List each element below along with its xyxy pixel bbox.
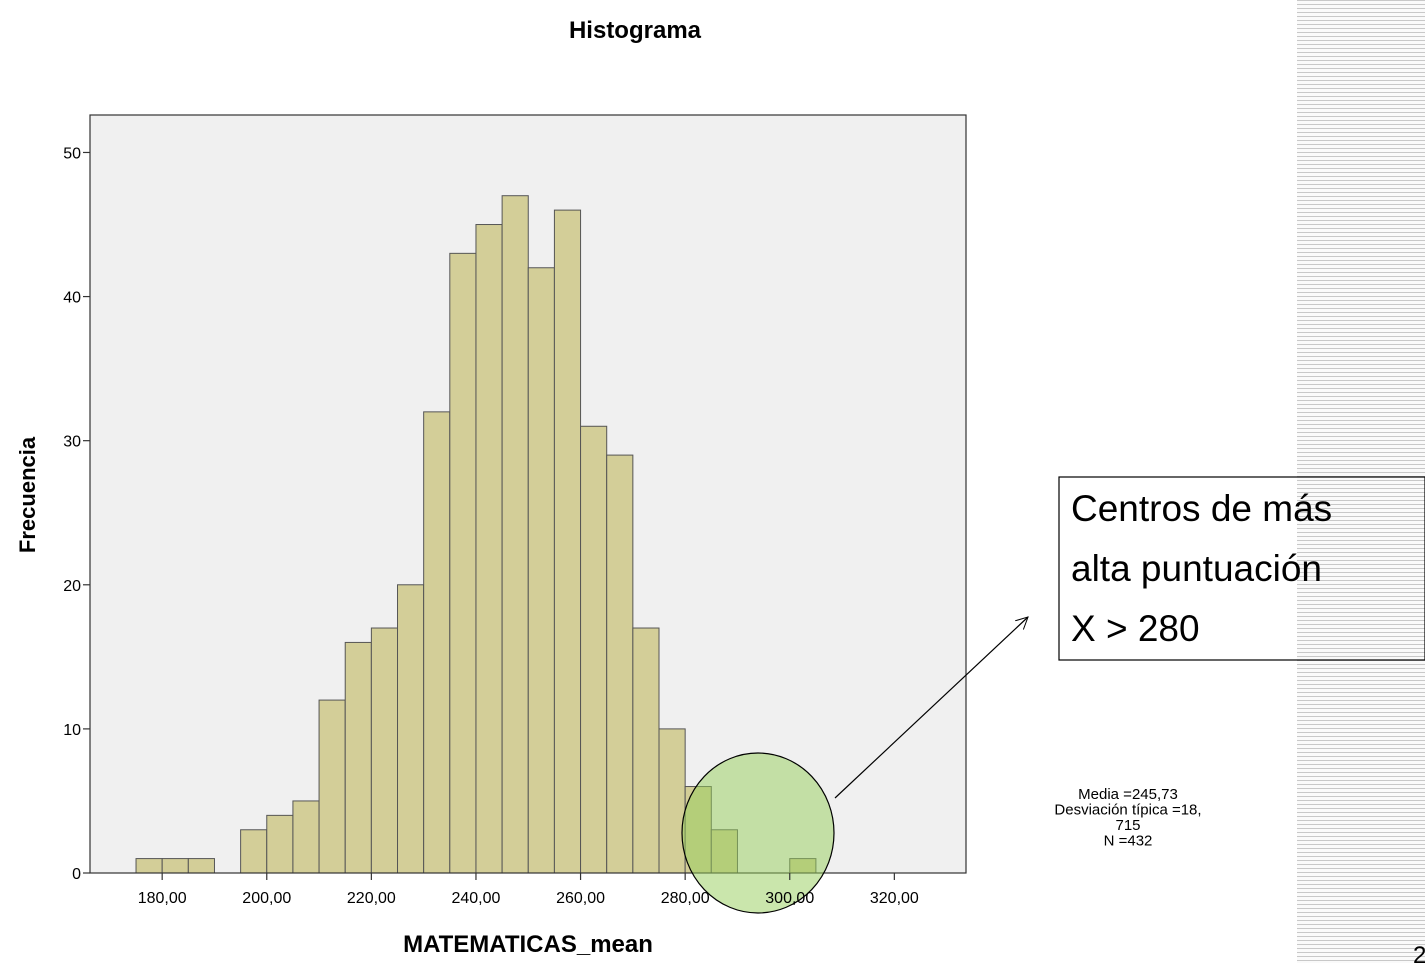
bar <box>553 209 582 874</box>
x-tick-label: 240,00 <box>451 890 500 907</box>
callout-text: X > 280 <box>1071 608 1200 649</box>
y-axis-label: Frecuencia <box>15 436 40 553</box>
bar <box>606 454 634 874</box>
bar <box>397 584 425 874</box>
callout-arrow <box>834 617 1028 799</box>
bar <box>161 858 189 874</box>
bar <box>292 800 320 874</box>
chart-title: Histograma <box>569 17 702 44</box>
x-axis-label: MATEMATICAS_mean <box>403 931 653 958</box>
bar <box>266 814 294 874</box>
x-tick-label: 320,00 <box>870 890 919 907</box>
bar <box>187 858 215 874</box>
callout-text: alta puntuación <box>1071 548 1322 589</box>
callout-text: Centros de más <box>1071 488 1332 529</box>
bar <box>370 627 399 874</box>
bar <box>527 267 555 874</box>
page-number: 2 <box>1413 942 1425 963</box>
bar <box>658 728 686 874</box>
x-tick-label: 280,00 <box>661 890 710 907</box>
x-tick-label: 300,00 <box>765 890 814 907</box>
bar <box>632 627 660 874</box>
bar <box>580 425 608 874</box>
bar <box>135 858 163 874</box>
stats-text: 715 <box>1115 817 1140 834</box>
side-decoration <box>1297 0 1425 963</box>
x-tick-label: 260,00 <box>556 890 605 907</box>
stats-text: N =432 <box>1104 833 1153 850</box>
bar <box>449 252 477 874</box>
x-tick-label: 200,00 <box>242 890 291 907</box>
bar <box>475 224 503 874</box>
bar <box>423 411 451 874</box>
stats-text: Media =245,73 <box>1078 786 1178 803</box>
y-tick-label: 50 <box>63 145 81 162</box>
bar <box>501 195 529 874</box>
callout-box <box>1058 476 1425 661</box>
bar <box>318 699 346 874</box>
y-tick-label: 40 <box>63 290 81 307</box>
y-tick-label: 30 <box>63 434 81 451</box>
plot-frame <box>89 114 967 874</box>
y-tick-label: 20 <box>63 578 81 595</box>
y-tick-label: 10 <box>63 722 81 739</box>
y-tick-label: 0 <box>72 866 81 883</box>
stats-text: Desviación típica =18, <box>1054 802 1201 819</box>
x-tick-label: 180,00 <box>138 890 187 907</box>
highlight-circle <box>681 752 835 914</box>
bar <box>344 641 372 874</box>
bar <box>240 829 268 874</box>
x-tick-label: 220,00 <box>347 890 396 907</box>
